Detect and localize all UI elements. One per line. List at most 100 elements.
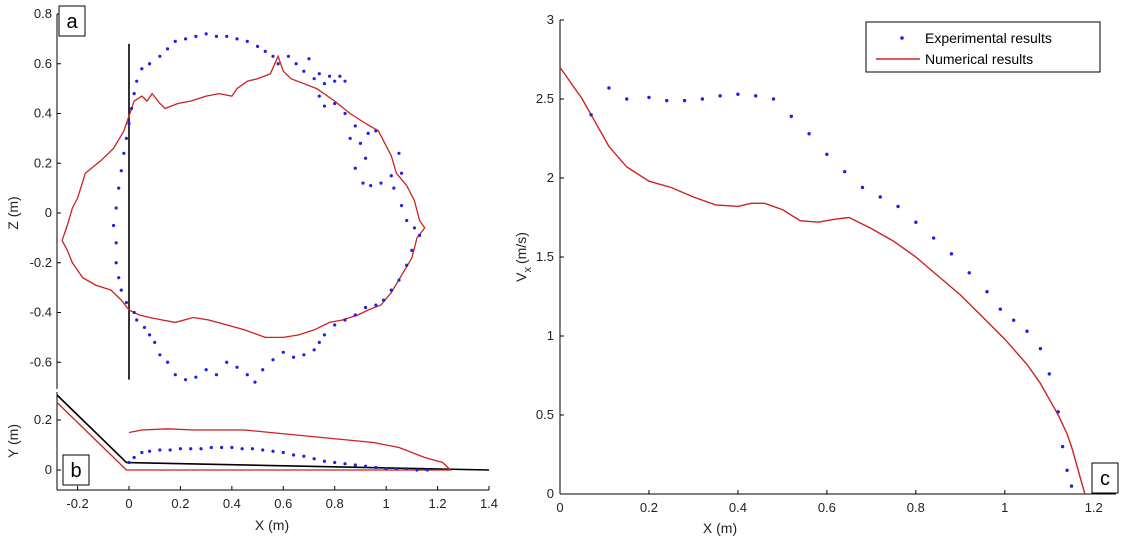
panel-b-experimental-point (384, 467, 388, 471)
panel-a-y-tick-label: 0.6 (34, 56, 52, 71)
panel-a-experimental-point (317, 94, 321, 98)
panel-a-experimental-point (135, 79, 139, 83)
panel-c-experimental-point (896, 204, 900, 209)
panel-c-x-tick-label: 0.4 (729, 500, 747, 515)
panel-c-experimental-point (949, 252, 954, 256)
panel-a-experimental-point (353, 124, 357, 128)
panel-b-experimental-point (312, 457, 316, 461)
panel-a-experimental-point (117, 186, 121, 190)
panel-b-experimental-point (343, 462, 347, 466)
panel-c-experimental-point (736, 92, 740, 96)
panel-a-experimental-point (343, 111, 347, 116)
panel-a-experimental-point (417, 233, 422, 237)
panel-c-experimental-point (1025, 329, 1029, 333)
panel-c-experimental-point (878, 195, 882, 199)
panel-b-experimental-point (219, 445, 224, 450)
panel-a-experimental-point (147, 333, 152, 337)
panel-c-y-axis-label-subscript: x (522, 267, 534, 273)
panel-a-experimental-point (281, 350, 285, 354)
panel-a-experimental-point (294, 62, 298, 66)
panel-b-tag-box (62, 454, 90, 486)
panel-a-experimental-point (165, 47, 170, 51)
panel-a-experimental-point (214, 373, 219, 377)
panel-b-tag: b (70, 460, 81, 482)
panel-a-experimental-point (302, 69, 306, 73)
panel-a-experimental-point (353, 313, 357, 317)
panel-c-legend-experimental-marker (900, 36, 904, 40)
panel-a-experimental-point (225, 360, 229, 364)
panel-a-experimental-point (322, 104, 327, 108)
panel-c-x-tick-label: 0 (556, 500, 563, 515)
panel-a-experimental-point (173, 373, 177, 377)
panel-b-experimental-point (261, 448, 265, 452)
panel-a-experimental-point (405, 218, 409, 223)
panel-a-experimental-point (291, 355, 296, 359)
panel-c-y-tick-label: 1 (547, 328, 554, 343)
panel-a-experimental-point (129, 106, 134, 111)
panel-b-experimental-point (405, 467, 409, 471)
panel-c-experimental-point (1047, 372, 1051, 376)
panel-b-x-tick-label: 0.2 (171, 496, 189, 511)
panel-b-experimental-point (425, 468, 429, 472)
panel-a-experimental-point (119, 169, 123, 173)
panel-a-experimental-point (412, 226, 417, 230)
panel-a-experimental-point (312, 77, 316, 81)
panel-c-experimental-point (1060, 444, 1065, 449)
panel-b-experimental-point (158, 448, 162, 452)
panel-a-y-tick-label: 0 (45, 205, 52, 220)
panel-b-y-tick-label: 0.2 (34, 412, 52, 427)
panel-a-experimental-point (214, 34, 219, 38)
panel-a-experimental-point (366, 131, 370, 135)
panel-c-y-tick-label: 0 (547, 486, 554, 501)
panel-a-experimental-point (410, 248, 414, 252)
panel-a-experimental-point (369, 184, 373, 188)
panel-a-experimental-point (353, 166, 357, 170)
panel-c-x-tick-label: 0.6 (818, 500, 836, 515)
panel-c-x-tick-label: 1 (1001, 500, 1008, 515)
panel-b-x-tick-label: 0 (125, 496, 132, 511)
panel-b-experimental-point (147, 449, 152, 453)
panel-a-experimental-point (114, 241, 118, 245)
panel-c-experimental-point (825, 152, 829, 156)
panel-c-y-axis-label-main: V (513, 272, 529, 282)
panel-a-y-tick-label: -0.4 (30, 305, 52, 320)
panel-a-experimental-point (405, 263, 409, 267)
panel-a-experimental-point (142, 325, 147, 330)
panel-c-experimental-point (665, 98, 669, 103)
panel-a-experimental-point (124, 300, 129, 305)
panel-a-experimental-point (235, 365, 239, 369)
panel-a-experimental-point (392, 186, 396, 190)
panel-a-experimental-point (263, 49, 267, 53)
panel-a-experimental-point (124, 136, 129, 140)
panel-c-experimental-point (700, 97, 705, 101)
panel-a-y-tick-label: -0.6 (30, 354, 52, 369)
panel-a-experimental-point (343, 318, 347, 322)
panel-c-experimental-point (647, 95, 651, 100)
panel-b-experimental-point (302, 454, 306, 458)
panel-a-experimental-point (317, 72, 321, 76)
panel-a-experimental-point (127, 121, 131, 126)
panel-a-experimental-point (322, 82, 327, 86)
panel-b-x-tick-label: -0.2 (66, 496, 88, 511)
panel-b-experimental-point (209, 445, 213, 450)
panel-a-y-tick-label: -0.2 (30, 255, 52, 270)
panel-a-experimental-point (183, 37, 188, 41)
panel-a-experimental-point (333, 323, 337, 327)
panel-a-experimental-point (399, 203, 404, 208)
panel-a-experimental-point (135, 318, 139, 322)
panel-a-y-tick-label: 0.2 (34, 155, 52, 170)
panel-b-experimental-point (415, 468, 419, 472)
panel-a-experimental-point (194, 375, 198, 379)
panel-a-experimental-point (343, 79, 347, 83)
panel-a-experimental-point (183, 378, 188, 382)
panel-c-experimental-point (754, 94, 758, 98)
panel-a-numerical-outline (61, 54, 426, 339)
panel-c-y-axis-label: Vx (m/s) (513, 232, 534, 282)
panel-a-experimental-point (333, 101, 337, 106)
panel-b-x-tick-label: 1 (383, 496, 390, 511)
panel-c-experimental-point (914, 220, 918, 224)
panel-a-experimental-point (363, 305, 368, 310)
panel-c-experimental-point (589, 113, 593, 117)
panel-a-experimental-point (389, 288, 393, 292)
